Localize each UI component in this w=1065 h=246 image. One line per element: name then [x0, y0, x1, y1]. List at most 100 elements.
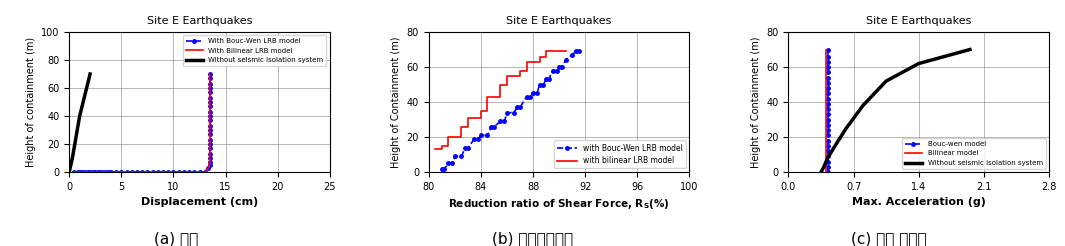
Y-axis label: Height of containment (m): Height of containment (m) — [26, 37, 35, 167]
Without seismic isolation system — [66, 157, 79, 160]
Y-axis label: Height of Containment (m): Height of Containment (m) — [751, 36, 760, 168]
Bouc-wen model — [821, 113, 834, 116]
Line: With Bouc-Wen LRB model: With Bouc-Wen LRB model — [72, 72, 212, 174]
with bilinear LRB model — [557, 50, 570, 53]
Bouc-wen model — [821, 81, 834, 84]
with bilinear LRB model — [559, 50, 572, 53]
with bilinear LRB model — [513, 74, 526, 77]
with bilinear LRB model — [494, 83, 507, 86]
Bouc-wen model — [821, 171, 834, 174]
with Bouc-Wen LRB model — [553, 65, 566, 68]
with bilinear LRB model — [534, 60, 546, 63]
with bilinear LRB model — [481, 109, 494, 112]
With Bilinear LRB model — [203, 101, 216, 104]
with Bouc-Wen LRB model — [511, 106, 524, 109]
Legend: Bouc-wen model, Bilinear model, Without seismic isolation system: Bouc-wen model, Bilinear model, Without … — [902, 138, 1046, 169]
with Bouc-Wen LRB model — [442, 162, 455, 165]
Bouc-wen model — [821, 60, 834, 63]
with Bouc-Wen LRB model — [540, 78, 553, 81]
with Bouc-Wen LRB model — [546, 69, 559, 72]
with Bouc-Wen LRB model — [481, 134, 494, 137]
With Bouc-Wen LRB model — [94, 171, 107, 174]
Bouc-wen model — [821, 123, 834, 126]
with Bouc-Wen LRB model — [448, 155, 461, 158]
with bilinear LRB model — [436, 144, 448, 147]
Without seismic isolation system — [818, 166, 831, 169]
with Bouc-Wen LRB model — [472, 138, 485, 140]
with bilinear LRB model — [448, 136, 461, 139]
with bilinear LRB model — [488, 95, 501, 98]
with bilinear LRB model — [501, 83, 513, 86]
with bilinear LRB model — [448, 136, 461, 139]
with Bouc-Wen LRB model — [446, 162, 459, 165]
Bilinear model — [819, 76, 832, 79]
with Bouc-Wen LRB model — [555, 65, 568, 68]
Bouc-wen model — [821, 92, 834, 95]
with bilinear LRB model — [507, 74, 520, 77]
with bilinear LRB model — [513, 69, 526, 72]
with bilinear LRB model — [527, 60, 540, 63]
Bouc-wen model — [821, 76, 834, 79]
Bilinear model — [819, 123, 832, 126]
with bilinear LRB model — [494, 95, 507, 98]
Bilinear model — [819, 92, 832, 95]
With Bilinear LRB model — [68, 171, 81, 174]
with bilinear LRB model — [442, 144, 455, 147]
with bilinear LRB model — [429, 148, 442, 151]
with Bouc-Wen LRB model — [542, 78, 555, 81]
with Bouc-Wen LRB model — [498, 120, 511, 123]
Without seismic isolation system — [839, 127, 852, 130]
Bouc-wen model — [821, 129, 834, 132]
Bouc-wen model — [821, 118, 834, 121]
With Bilinear LRB model — [102, 171, 115, 174]
Text: (a) 변위: (a) 변위 — [153, 231, 198, 246]
with Bouc-Wen LRB model — [551, 69, 563, 72]
With Bouc-Wen LRB model — [203, 77, 216, 80]
Without seismic isolation system — [829, 144, 841, 147]
With Bouc-Wen LRB model — [203, 73, 216, 76]
with Bouc-Wen LRB model — [559, 59, 572, 62]
Bilinear model — [819, 71, 832, 74]
with bilinear LRB model — [551, 50, 563, 53]
with Bouc-Wen LRB model — [524, 95, 537, 98]
Text: (b) 전단력감소율: (b) 전단력감소율 — [492, 231, 573, 246]
with Bouc-Wen LRB model — [455, 155, 468, 158]
with Bouc-Wen LRB model — [501, 111, 513, 114]
with bilinear LRB model — [553, 50, 566, 53]
Bouc-wen model — [821, 97, 834, 100]
with bilinear LRB model — [468, 116, 480, 119]
with bilinear LRB model — [546, 50, 559, 53]
with bilinear LRB model — [475, 109, 488, 112]
with bilinear LRB model — [527, 60, 540, 63]
with bilinear LRB model — [468, 116, 480, 119]
Bouc-wen model — [821, 150, 834, 153]
Bouc-wen model — [821, 160, 834, 163]
Bouc-wen model — [821, 144, 834, 147]
With Bilinear LRB model — [84, 171, 97, 174]
Bilinear model — [819, 87, 832, 90]
Bouc-wen model — [821, 134, 834, 137]
Bilinear model — [819, 118, 832, 121]
with Bouc-Wen LRB model — [461, 146, 474, 149]
Bilinear model — [819, 97, 832, 100]
Text: (c) 최대 가속도: (c) 최대 가속도 — [851, 231, 928, 246]
X-axis label: Displacement (cm): Displacement (cm) — [141, 198, 258, 207]
With Bilinear LRB model — [203, 77, 216, 80]
Bilinear model — [819, 81, 832, 84]
Bouc-wen model — [821, 108, 834, 110]
Bouc-wen model — [821, 166, 834, 169]
Bilinear model — [819, 171, 832, 174]
with Bouc-Wen LRB model — [570, 50, 583, 53]
with Bouc-Wen LRB model — [468, 138, 480, 140]
Bilinear model — [819, 48, 832, 51]
Bilinear model — [819, 139, 832, 142]
Without seismic isolation system — [821, 157, 834, 160]
with Bouc-Wen LRB model — [572, 50, 585, 53]
With Bouc-Wen LRB model — [102, 171, 115, 174]
Bilinear model — [819, 160, 832, 163]
with Bouc-Wen LRB model — [566, 53, 578, 56]
Bilinear model — [819, 55, 832, 58]
Title: Site E Earthquakes: Site E Earthquakes — [147, 16, 252, 26]
with bilinear LRB model — [475, 116, 488, 119]
Title: Site E Earthquakes: Site E Earthquakes — [507, 16, 611, 26]
